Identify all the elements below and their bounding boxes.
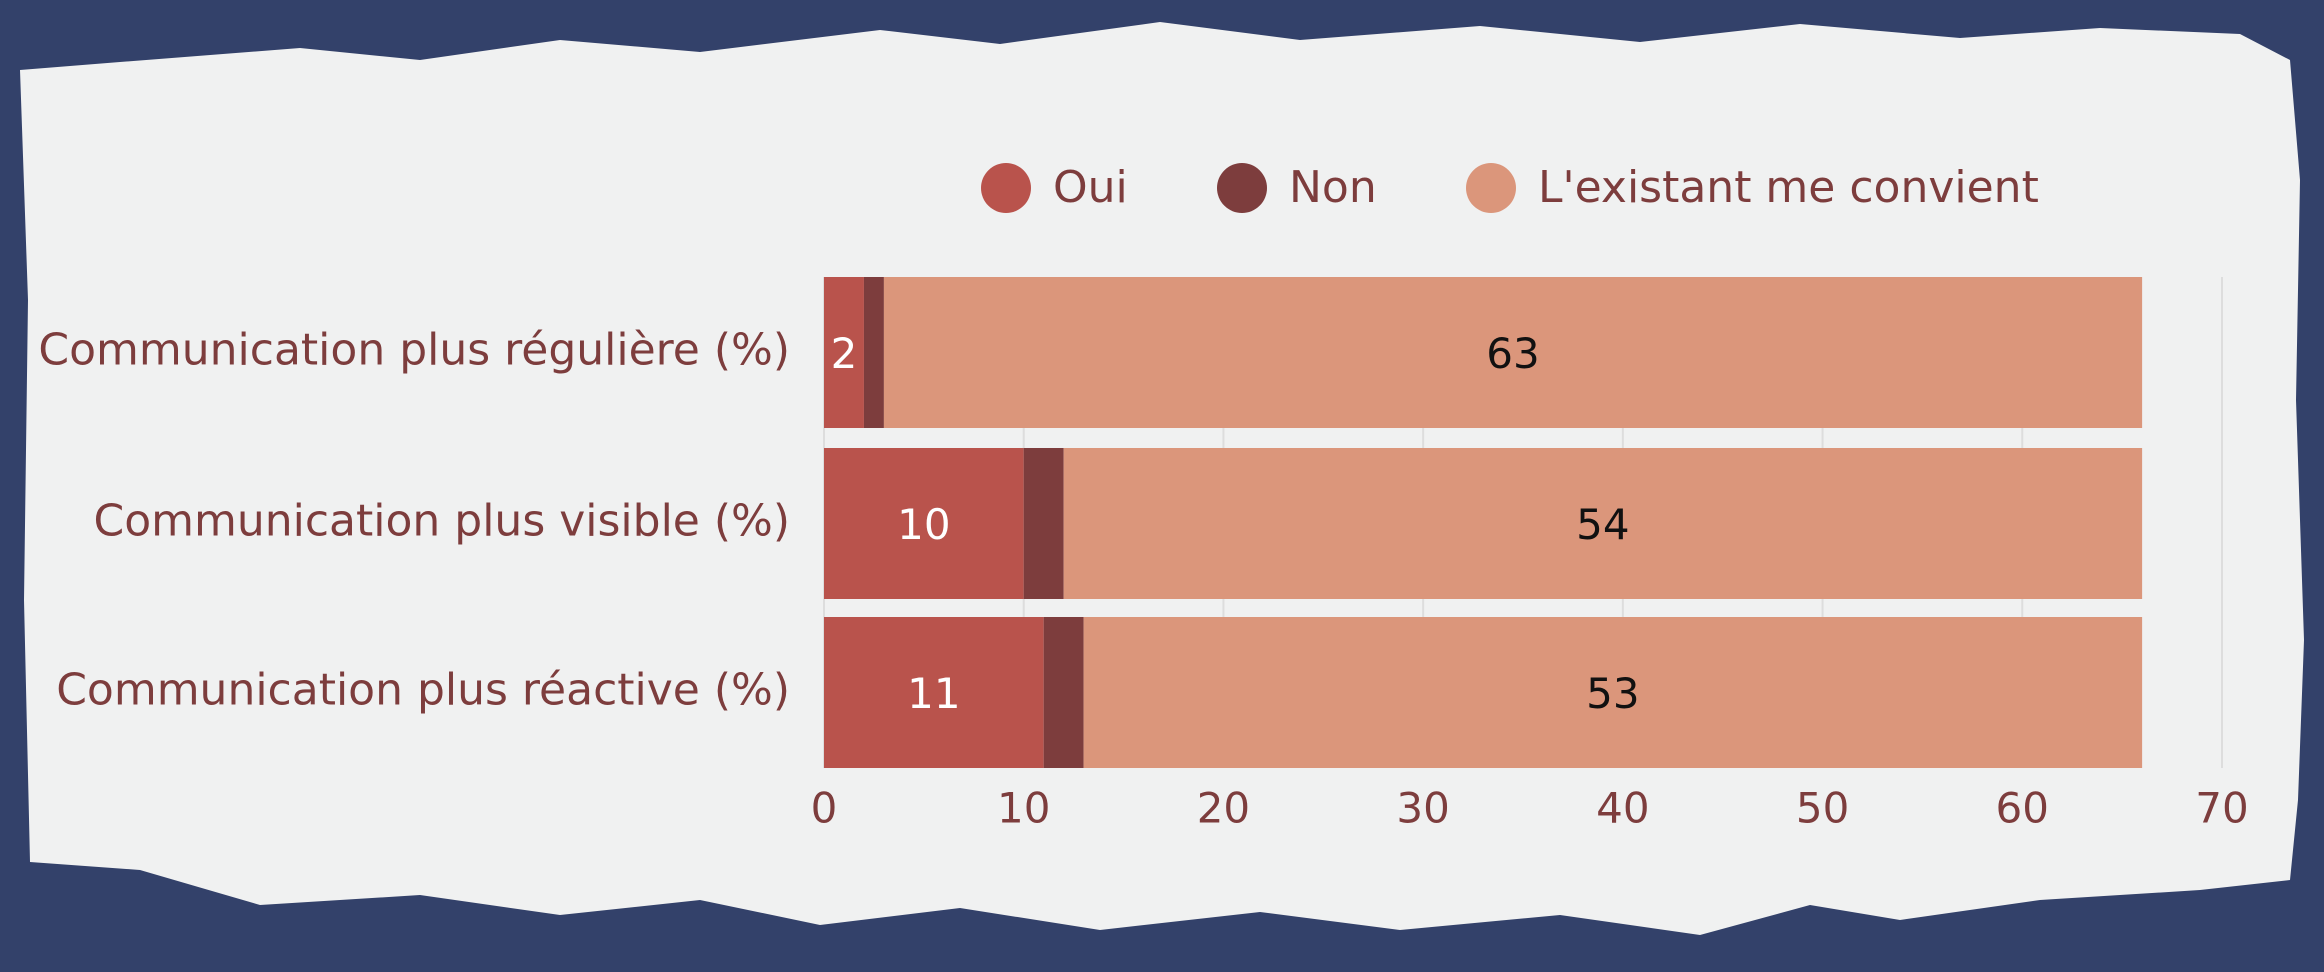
x-tick-label: 20	[1197, 784, 1250, 833]
legend-marker	[1217, 163, 1267, 213]
x-tick-label: 0	[811, 784, 838, 833]
legend-label: Non	[1289, 162, 1377, 213]
data-label: 11	[907, 669, 960, 718]
data-label: 63	[1486, 329, 1539, 378]
category-label: Communication plus réactive (%)	[56, 665, 790, 716]
legend-marker	[1466, 163, 1516, 213]
bar-segment	[824, 277, 864, 428]
bar-segment	[883, 277, 2143, 428]
legend-marker	[981, 163, 1031, 213]
data-label: 53	[1586, 669, 1639, 718]
data-label: 10	[897, 500, 950, 549]
data-label: 54	[1576, 500, 1629, 549]
bar-segment	[1063, 448, 2143, 599]
legend-label: L'existant me convient	[1538, 162, 2039, 213]
x-tick-label: 30	[1396, 784, 1449, 833]
bar-segment	[824, 448, 1024, 599]
legend-label: Oui	[1053, 162, 1128, 213]
x-tick-label: 70	[2195, 784, 2248, 833]
category-label: Communication plus régulière (%)	[38, 325, 790, 376]
x-tick-label: 10	[997, 784, 1050, 833]
data-label: 2	[831, 329, 858, 378]
bar-segment	[863, 277, 884, 428]
category-label: Communication plus visible (%)	[93, 496, 790, 547]
bar-segment	[1083, 617, 2143, 768]
x-tick-label: 60	[1996, 784, 2049, 833]
x-tick-label: 50	[1796, 784, 1849, 833]
bar-segment	[1023, 448, 1064, 599]
x-tick-label: 40	[1596, 784, 1649, 833]
bar-segment	[1043, 617, 1084, 768]
bar-segment	[824, 617, 1044, 768]
